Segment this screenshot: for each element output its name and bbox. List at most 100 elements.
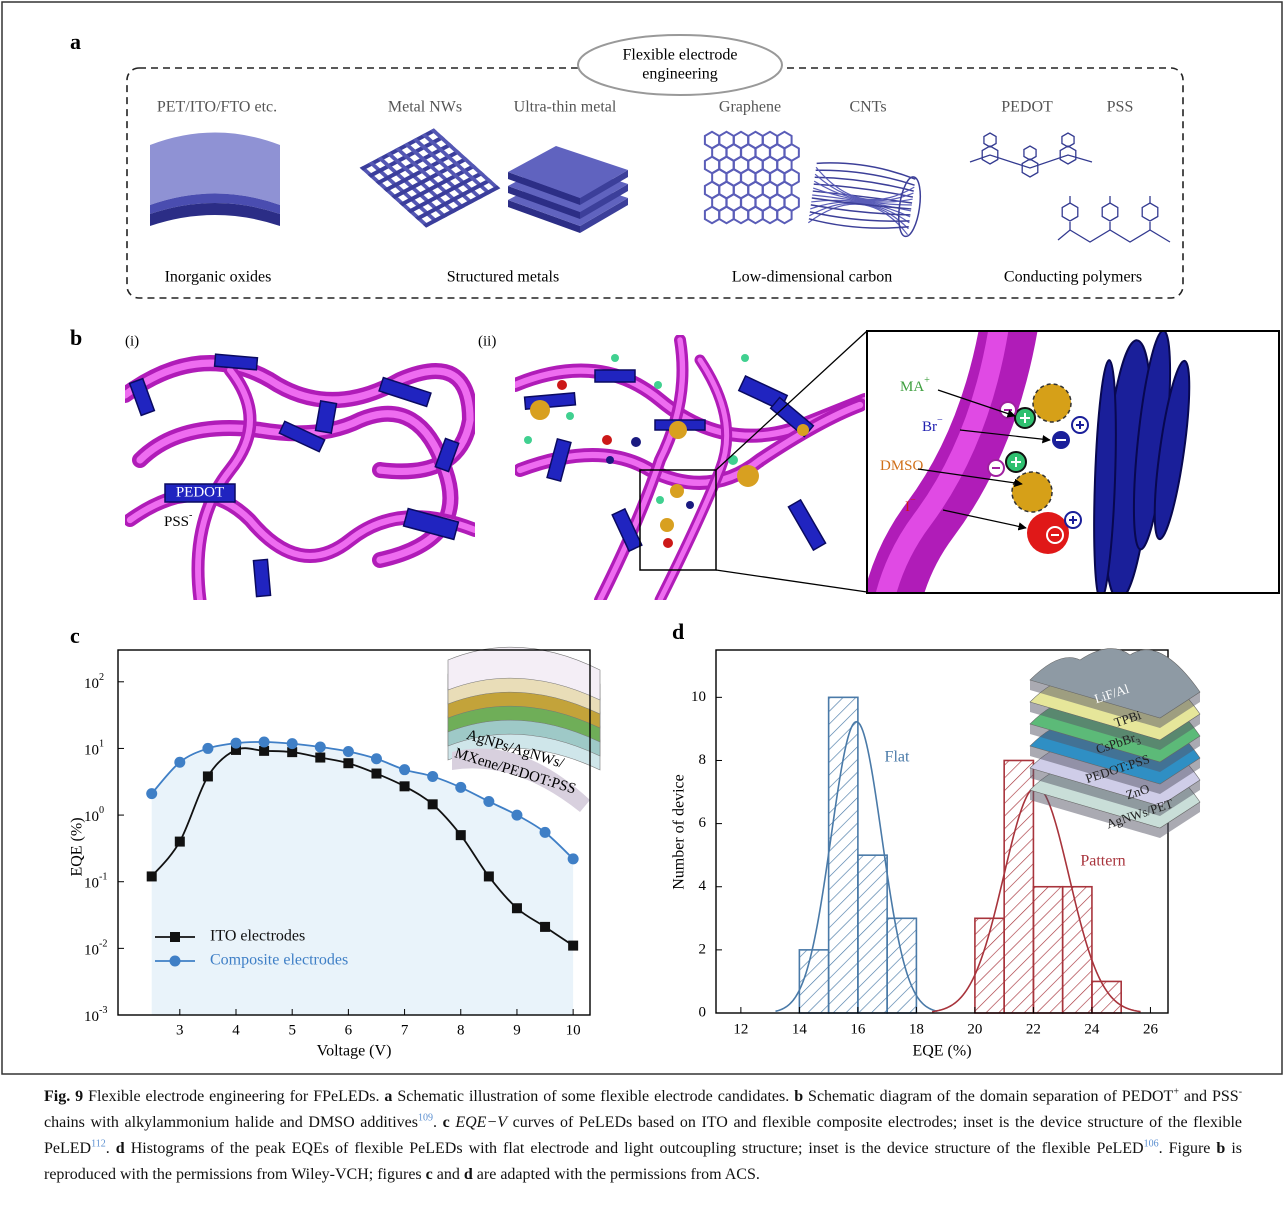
nanowire-mesh: [360, 128, 501, 227]
marker: [484, 871, 494, 881]
candidate-label: Graphene: [719, 99, 781, 116]
x-tick-label: 26: [1143, 1021, 1159, 1037]
caption-bold: d: [464, 1166, 473, 1183]
page: Figure 9 body { margin: 0; font-family: …: [0, 0, 1284, 1220]
marker: [147, 871, 157, 881]
marker: [315, 753, 325, 763]
part-label: (ii): [478, 333, 496, 349]
caption-text: . Figure: [1159, 1140, 1217, 1157]
marker: [427, 771, 438, 782]
legend-marker: [170, 932, 180, 942]
ion-ball: [656, 496, 664, 504]
caption-bold: d: [116, 1140, 125, 1157]
caption-bold: b: [794, 1088, 803, 1105]
y-tick-label: 0: [699, 1004, 707, 1020]
ion-ball: [669, 421, 687, 439]
ion-ball: [728, 455, 738, 465]
area: [152, 742, 573, 1015]
x-tick-label: 5: [288, 1022, 296, 1038]
ring: [1102, 203, 1118, 221]
body: { "panel_a": { "label": "a", "title": ["…: [0, 0, 1284, 1220]
legend-label: Composite electrodes: [210, 952, 348, 969]
ion-ball: [631, 437, 641, 447]
caption-text: and PSS: [1179, 1088, 1239, 1105]
histogram-bar: [1033, 887, 1062, 1013]
x-tick-label: 20: [967, 1021, 982, 1037]
chain-network-i: [125, 354, 475, 600]
group-label: Low-dimensional carbon: [732, 269, 892, 286]
caption-sup: -: [1239, 1087, 1242, 1098]
pss-structure: [1058, 196, 1170, 242]
y-tick-label: 10: [691, 689, 706, 705]
caption: Fig. 9 Flexible electrode engineering fo…: [44, 1084, 1242, 1188]
panel-label: c: [70, 623, 80, 648]
group-label: Inorganic oxides: [165, 269, 272, 286]
chain-label: PSS-: [164, 510, 193, 530]
candidate-label: PEDOT: [1001, 99, 1053, 116]
y-tick-label-base: 10: [84, 1009, 99, 1025]
zoom-view: [868, 320, 1279, 610]
x-tick-label: 16: [850, 1021, 866, 1037]
pedot-block: [788, 500, 825, 550]
caption-text: .: [433, 1114, 443, 1131]
ion-label-base: DMSO: [880, 458, 924, 474]
x-tick-label: 9: [513, 1022, 521, 1038]
panel-a-title: engineering: [642, 66, 718, 83]
candidate-label: PSS: [1107, 99, 1134, 116]
marker: [315, 742, 326, 753]
marker: [371, 753, 382, 764]
marker: [146, 788, 157, 799]
marker: [512, 903, 522, 913]
marker: [259, 736, 270, 747]
marker: [287, 738, 298, 749]
marker: [400, 781, 410, 791]
caption-text: Schematic illustration of some flexible …: [392, 1088, 794, 1105]
marker: [202, 743, 213, 754]
zoom-line: [716, 570, 867, 592]
panel-d: dFlatPattern12141618202224260246810EQE (…: [671, 619, 1200, 1060]
y-tick-label: 10-2: [84, 939, 108, 959]
series-label: Flat: [885, 749, 910, 766]
part-label: (i): [125, 333, 139, 349]
x-tick-label: 7: [401, 1022, 409, 1038]
graphene-ring: [748, 207, 762, 223]
y-tick-label: 6: [699, 815, 707, 831]
panel-a-title: Flexible electrode: [622, 47, 737, 64]
candidate-label: Metal NWs: [388, 99, 462, 116]
series-label: Pattern: [1080, 853, 1125, 870]
ion-ball: [686, 501, 694, 509]
ion-label-base: MA: [900, 379, 924, 395]
marker: [343, 758, 353, 768]
panel-label: a: [70, 29, 81, 54]
ring: [984, 133, 996, 147]
y-tick-label: 10-1: [84, 872, 108, 892]
candidate-label: Ultra-thin metal: [514, 99, 617, 116]
y-axis-label: EQE (%): [69, 817, 86, 876]
ion-ball: [741, 354, 749, 362]
y-tick-label-base: 10: [84, 876, 99, 892]
graphene-ring: [705, 207, 719, 223]
histogram-bar: [1004, 760, 1033, 1013]
x-tick-label: 3: [176, 1022, 184, 1038]
y-tick-label-sup: -2: [99, 939, 108, 950]
ion-label-sup: −: [937, 415, 943, 426]
caption-ref: 109: [418, 1113, 433, 1124]
candidate-label: PET/ITO/FTO etc.: [157, 99, 277, 116]
ion-label-sup: −: [910, 495, 916, 506]
y-axis-label: Number of device: [671, 774, 688, 890]
ring: [1062, 203, 1078, 221]
caption-italic: EQE−V: [455, 1114, 507, 1131]
dmso-ball: [1033, 384, 1071, 422]
graphene-ring: [734, 207, 748, 223]
graphene-ring: [777, 207, 791, 223]
panel-a: a Flexible electrode engineering PET/ITO/FT…: [70, 29, 1183, 298]
y-tick-label-base: 10: [84, 810, 99, 826]
ion-ball: [524, 436, 532, 444]
caption-text: are adapted with the permissions from AC…: [473, 1166, 760, 1183]
caption-text: .: [106, 1140, 116, 1157]
chain-label-base: PSS: [164, 514, 189, 530]
marker: [483, 796, 494, 807]
y-tick-label: 2: [699, 941, 707, 957]
ring: [1062, 133, 1074, 147]
